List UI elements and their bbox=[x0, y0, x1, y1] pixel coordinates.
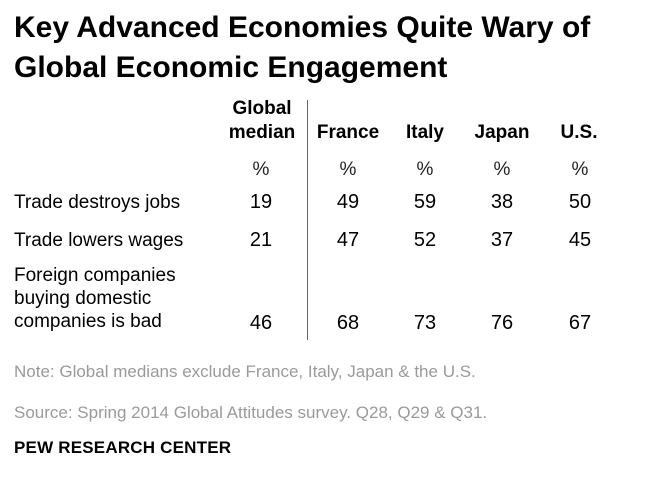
pct-label-france: % bbox=[339, 159, 357, 180]
table-cell: 68 bbox=[336, 312, 360, 334]
table-cell: 52 bbox=[413, 229, 437, 251]
col-header-global-line-2: median bbox=[228, 122, 296, 143]
col-header-italy: Italy bbox=[405, 122, 445, 143]
table-cell: 73 bbox=[413, 312, 437, 334]
col-header-global-median: Global median bbox=[222, 97, 302, 145]
table-cell: 45 bbox=[568, 229, 592, 251]
table-cell: 46 bbox=[249, 312, 273, 334]
note-text: Note: Global medians exclude France, Ita… bbox=[14, 362, 476, 381]
row-label-foreign-companies: Foreign companies buying domestic compan… bbox=[14, 264, 219, 333]
pct-label-us: % bbox=[571, 159, 589, 180]
table-cell: 76 bbox=[490, 312, 514, 334]
table-cell: 67 bbox=[568, 312, 592, 334]
pct-label-global: % bbox=[252, 159, 270, 180]
chart-title: Key Advanced Economies Quite Wary of Glo… bbox=[14, 8, 654, 88]
col-header-france: France bbox=[316, 122, 380, 143]
row-label-line-1: Foreign companies bbox=[14, 265, 176, 286]
col-header-global-line-1: Global bbox=[232, 98, 292, 119]
col-header-us: U.S. bbox=[560, 122, 598, 143]
pct-label-italy: % bbox=[416, 159, 434, 180]
table-cell: 21 bbox=[249, 229, 273, 251]
table-cell: 19 bbox=[249, 191, 273, 213]
pew-research-logo-text: PEW RESEARCH CENTER bbox=[14, 438, 232, 457]
table-cell: 50 bbox=[568, 191, 592, 213]
col-header-japan: Japan bbox=[474, 122, 530, 143]
title-line-1: Key Advanced Economies Quite Wary of bbox=[14, 11, 591, 44]
row-label-line-2: buying domestic bbox=[14, 288, 152, 309]
row-label-trade-destroys-jobs: Trade destroys jobs bbox=[14, 192, 181, 213]
table-cell: 49 bbox=[336, 191, 360, 213]
pct-label-japan: % bbox=[493, 159, 511, 180]
row-label-line-3: companies is bad bbox=[14, 311, 162, 332]
row-label-trade-lowers-wages: Trade lowers wages bbox=[14, 230, 184, 251]
table-cell: 38 bbox=[490, 191, 514, 213]
table-cell: 47 bbox=[336, 229, 360, 251]
table-cell: 37 bbox=[490, 229, 514, 251]
source-text: Source: Spring 2014 Global Attitudes sur… bbox=[14, 403, 488, 422]
column-divider bbox=[307, 100, 308, 340]
table-cell: 59 bbox=[413, 191, 437, 213]
title-line-2: Global Economic Engagement bbox=[14, 51, 448, 84]
